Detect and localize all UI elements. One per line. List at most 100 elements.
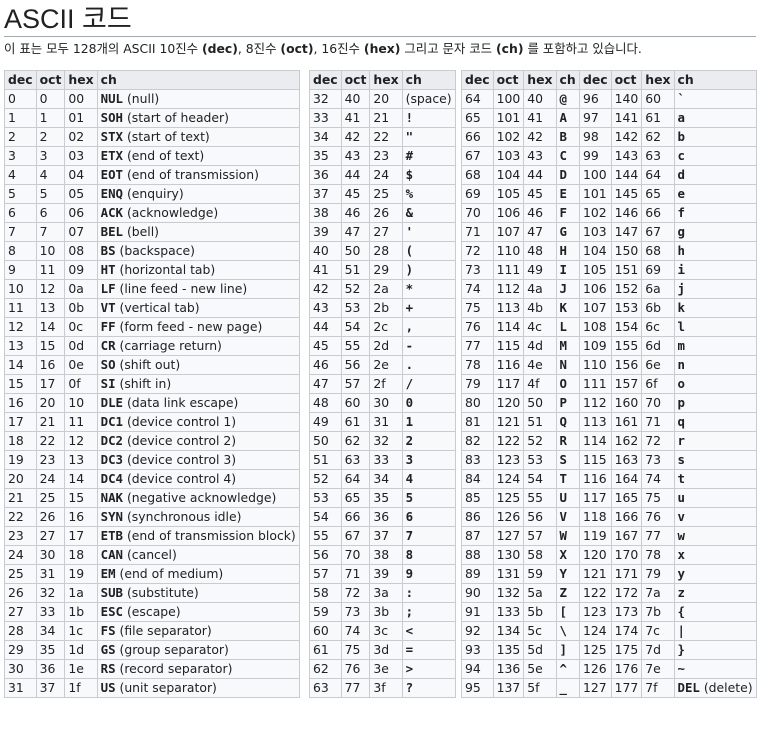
hex-cell: 29: [369, 260, 403, 280]
hex-cell: 30: [369, 393, 403, 413]
char-symbol: ENQ: [100, 186, 124, 201]
table-row: 115 163 73 s: [579, 450, 757, 470]
ch-cell: DC1 (device control 1): [96, 412, 300, 432]
hex-cell: 4c: [523, 317, 557, 337]
dec-cell: 49: [309, 412, 342, 432]
hex-cell: 76: [641, 507, 675, 527]
hex-cell: 44: [523, 165, 557, 185]
dec-cell: 26: [4, 583, 37, 603]
hex-cell: 65: [641, 184, 675, 204]
hex-cell: 7d: [641, 640, 675, 660]
intro-dec-term: (dec): [201, 41, 238, 56]
hex-cell: 77: [641, 526, 675, 546]
ch-cell: b: [673, 127, 757, 147]
dec-cell: 20: [4, 469, 37, 489]
ch-cell: A: [555, 108, 580, 128]
dec-cell: 120: [579, 545, 612, 565]
table-row: 16 20 10 DLE (data link escape): [4, 393, 300, 413]
oct-cell: 174: [610, 621, 643, 641]
hex-cell: 5f: [523, 678, 557, 698]
hex-cell: 5b: [523, 602, 557, 622]
table-row: 73 111 49 I: [461, 260, 580, 280]
ch-cell: [: [555, 602, 580, 622]
oct-cell: 112: [492, 279, 525, 299]
table-row: 37 45 25%: [309, 184, 456, 204]
table-row: 40 50 28(: [309, 241, 456, 261]
char-symbol: <: [405, 623, 414, 638]
char-symbol: !: [405, 110, 414, 125]
oct-cell: 33: [35, 602, 66, 622]
dec-cell: 89: [461, 564, 494, 584]
table-row: 65 101 41 A: [461, 108, 580, 128]
hex-cell: 03: [64, 146, 98, 166]
dec-cell: 108: [579, 317, 612, 337]
oct-cell: 137: [492, 678, 525, 698]
hex-cell: 37: [369, 526, 403, 546]
table-row: 32 40 20 (space): [309, 89, 456, 109]
dec-cell: 74: [461, 279, 494, 299]
ch-cell: c: [673, 146, 757, 166]
dec-cell: 41: [309, 260, 342, 280]
char-symbol: H: [559, 243, 567, 258]
oct-cell: 5: [35, 184, 66, 204]
ch-cell: {: [673, 602, 757, 622]
table-row: 104 150 68 h: [579, 241, 757, 261]
dec-cell: 11: [4, 298, 37, 318]
oct-cell: 114: [492, 317, 525, 337]
ch-cell: R: [555, 431, 580, 451]
table-row: 101 145 65 e: [579, 184, 757, 204]
dec-cell: 55: [309, 526, 342, 546]
table-row: 54 66 36 6: [309, 507, 456, 527]
char-symbol: X: [559, 547, 567, 562]
table-row: 29 35 1d GS (group separator): [4, 640, 300, 660]
ch-cell: ": [401, 127, 456, 147]
table-row: 105 151 69 i: [579, 260, 757, 280]
hex-cell: 11: [64, 412, 98, 432]
intro-part-2: , 8진수: [237, 41, 281, 56]
hex-cell: 59: [523, 564, 557, 584]
dec-cell: 59: [309, 602, 342, 622]
header-dec: dec: [461, 70, 494, 90]
char-symbol: ACK: [100, 205, 124, 220]
oct-cell: 54: [340, 317, 371, 337]
oct-cell: 6: [35, 203, 66, 223]
ch-cell: 4: [401, 469, 456, 489]
oct-cell: 150: [610, 241, 643, 261]
table-row: 126 176 7e ~: [579, 659, 757, 679]
oct-cell: 161: [610, 412, 643, 432]
table-row: 109 155 6d m: [579, 336, 757, 356]
ch-cell: GS (group separator): [96, 640, 300, 660]
char-description: (escape): [126, 604, 181, 619]
dec-cell: 40: [309, 241, 342, 261]
oct-cell: 171: [610, 564, 643, 584]
char-symbol: CAN: [100, 547, 124, 562]
oct-cell: 30: [35, 545, 66, 565]
oct-cell: 41: [340, 108, 371, 128]
hex-cell: 23: [369, 146, 403, 166]
hex-cell: 06: [64, 203, 98, 223]
dec-cell: 83: [461, 450, 494, 470]
char-symbol: ~: [677, 661, 685, 676]
dec-cell: 46: [309, 355, 342, 375]
ch-cell: 2: [401, 431, 456, 451]
char-symbol: EOT: [100, 167, 124, 182]
table-row: 42 52 2a *: [309, 279, 456, 299]
char-symbol: f: [677, 205, 685, 220]
dec-cell: 98: [579, 127, 612, 147]
ch-cell: Y: [555, 564, 580, 584]
hex-cell: 57: [523, 526, 557, 546]
char-description: (enquiry): [126, 186, 184, 201]
oct-cell: 125: [492, 488, 525, 508]
hex-cell: 61: [641, 108, 675, 128]
hex-cell: 5d: [523, 640, 557, 660]
table-row: 63 77 3f?: [309, 678, 456, 698]
intro-hex-term: (hex): [363, 41, 401, 56]
char-symbol: BEL: [100, 224, 124, 239]
oct-cell: 146: [610, 203, 643, 223]
oct-cell: 123: [492, 450, 525, 470]
table-row: 112 160 70 p: [579, 393, 757, 413]
char-symbol: @: [559, 91, 567, 106]
ch-cell: o: [673, 374, 757, 394]
table-row: 124 174 7c |: [579, 621, 757, 641]
hex-cell: 4d: [523, 336, 557, 356]
